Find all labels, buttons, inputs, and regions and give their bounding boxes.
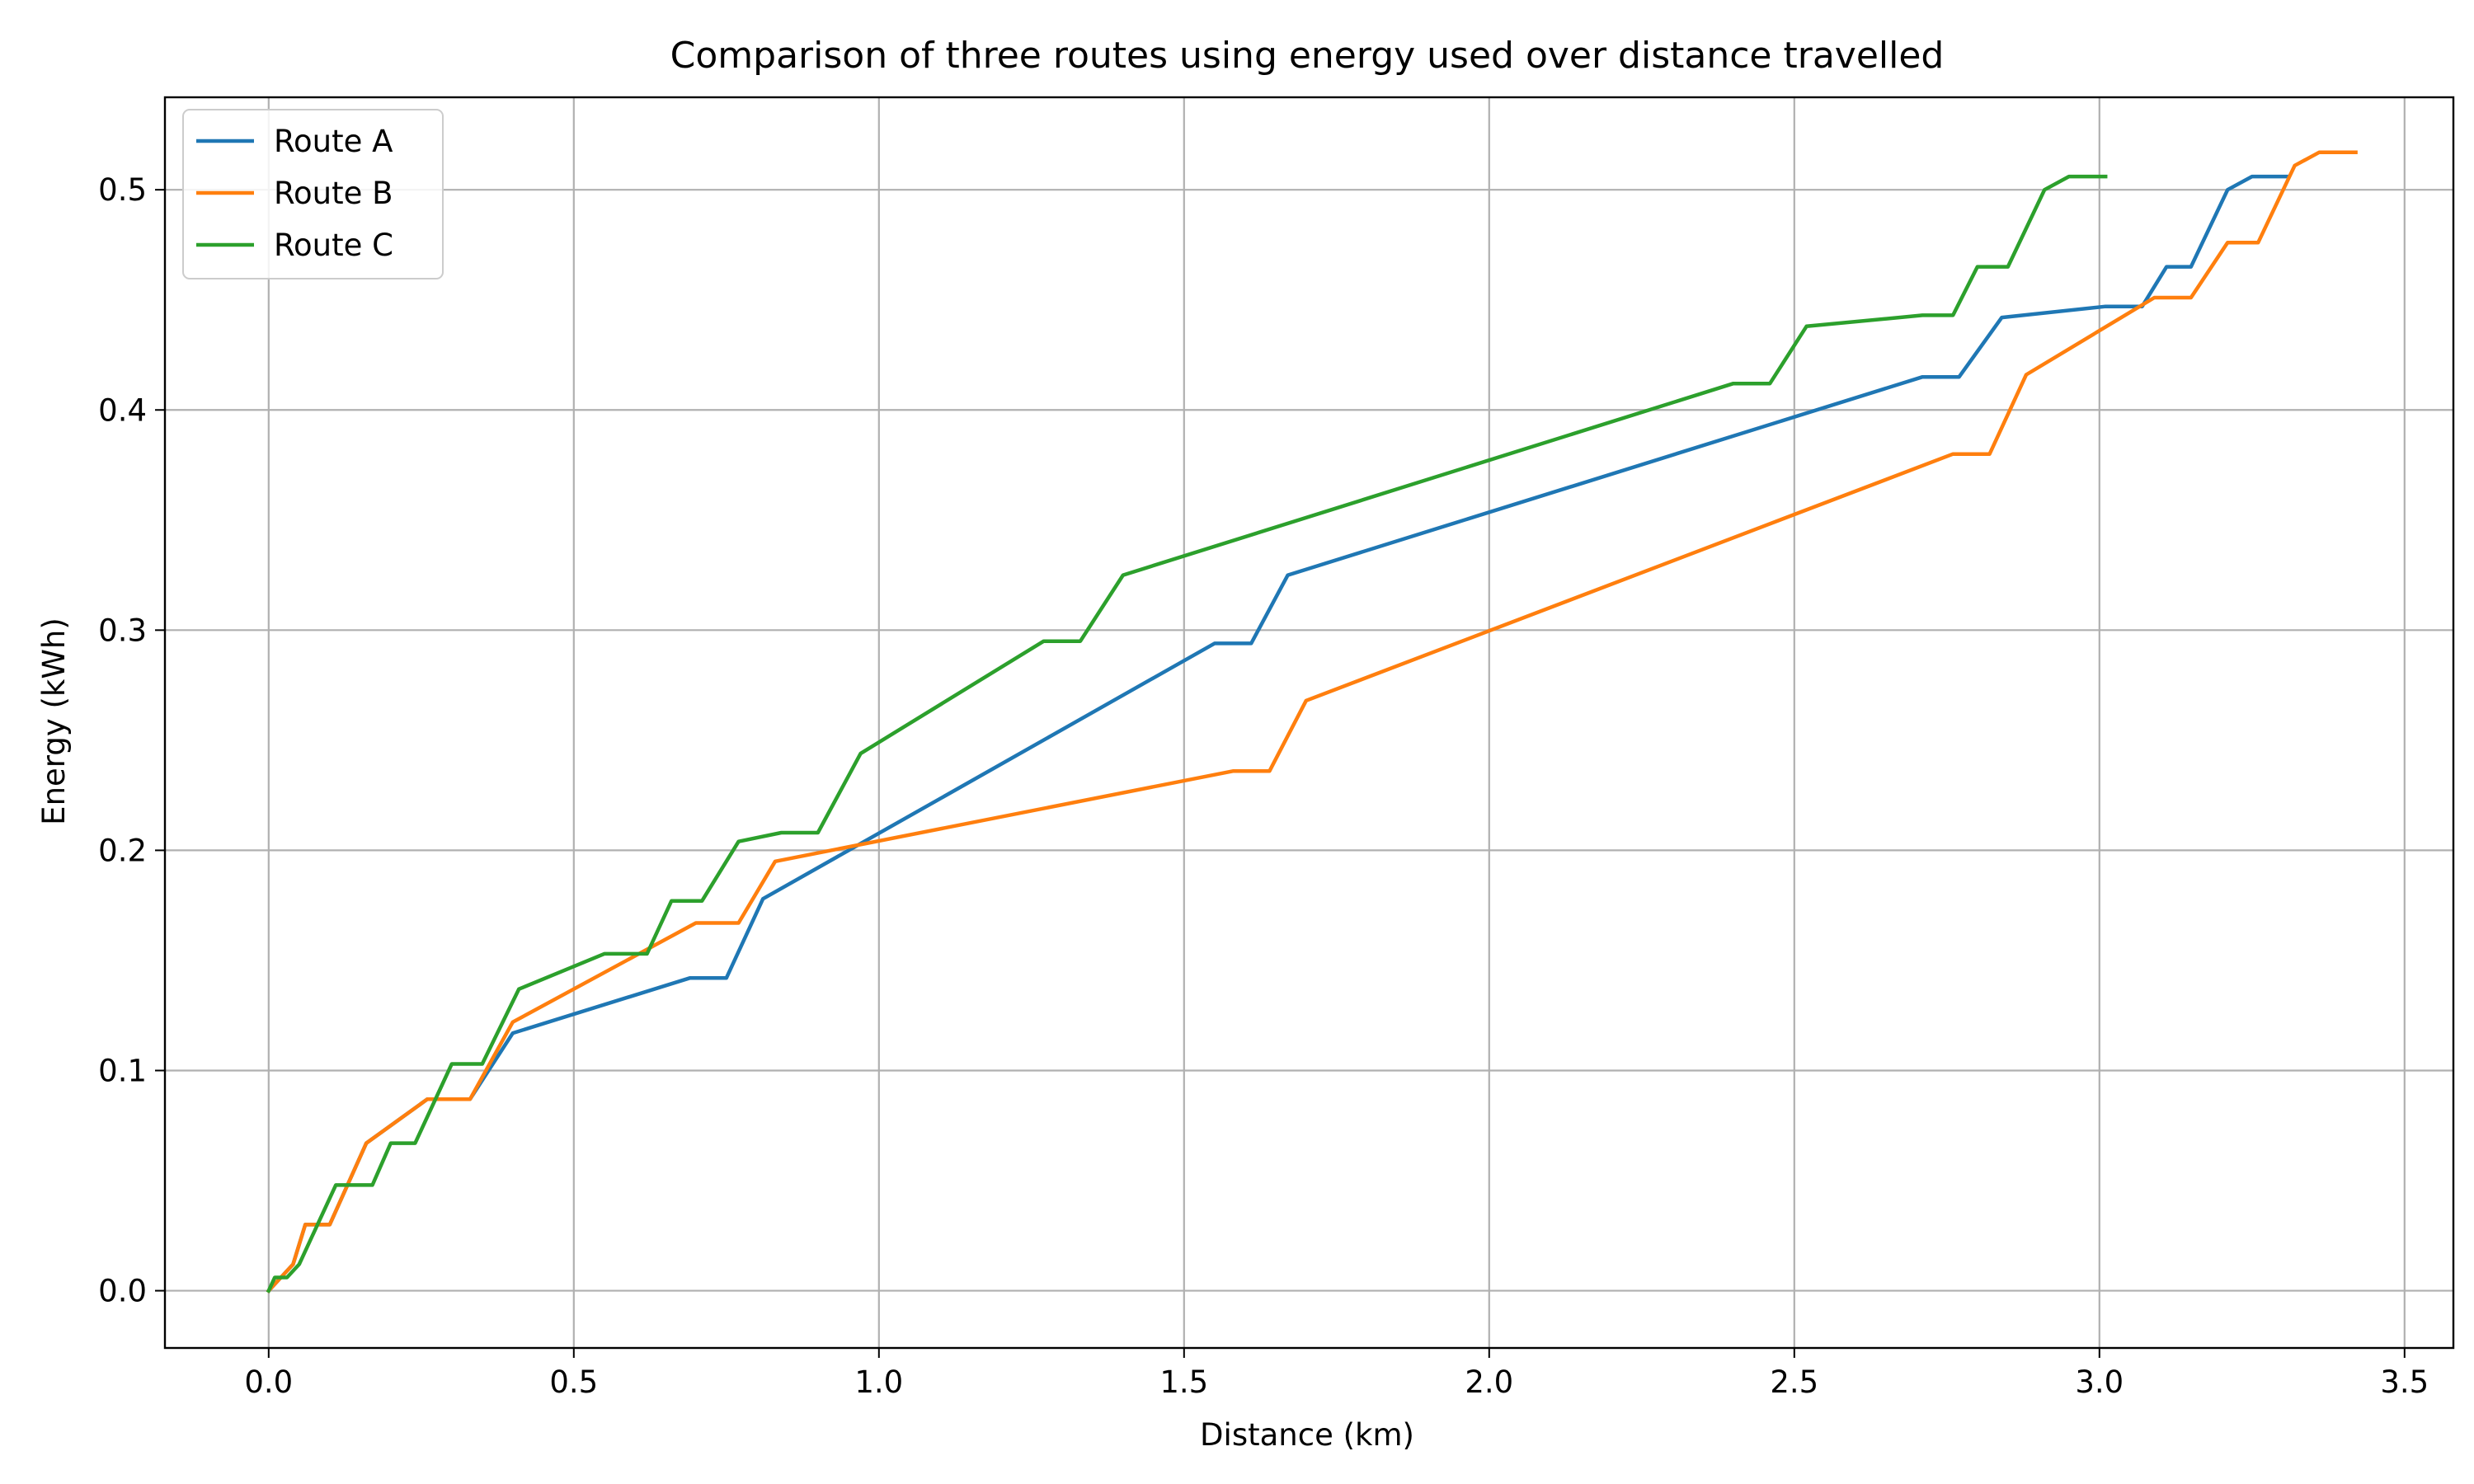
series-lines: [266, 150, 2358, 1294]
x-tick-label: 1.5: [1159, 1364, 1208, 1400]
y-tick-label: 0.0: [98, 1274, 147, 1309]
chart-title: Comparison of three routes using energy …: [670, 35, 1945, 77]
tick-labels: 0.0 0.5 1.0 1.5 2.0 2.5 3.0 3.5 0.0 0.1 0.2 0.3 0.4 0…: [98, 172, 2429, 1400]
legend: Route A Route B Route C: [182, 109, 444, 279]
grid: [165, 97, 2453, 1348]
x-tick-label: 0.5: [549, 1364, 598, 1400]
x-tick-label: 3.5: [2380, 1364, 2429, 1400]
series-line-route-b: [266, 150, 2358, 1294]
x-axis-label: Distance (km): [1200, 1417, 1414, 1453]
plot-frame: [163, 96, 2455, 1350]
x-tick-label: 2.5: [1770, 1364, 1818, 1400]
legend-entry: Route C: [274, 228, 393, 263]
legend-entry: Route A: [274, 124, 393, 159]
series-line-route-c: [266, 174, 2108, 1294]
x-tick-label: 0.0: [244, 1364, 293, 1400]
y-tick-label: 0.5: [98, 172, 147, 208]
y-tick-label: 0.4: [98, 392, 147, 428]
axes: [155, 96, 2455, 1358]
legend-entry: Route B: [274, 176, 393, 211]
x-tick-label: 1.0: [854, 1364, 903, 1400]
x-tick-label: 3.0: [2075, 1364, 2124, 1400]
y-tick-label: 0.1: [98, 1053, 147, 1088]
y-axis-label: Energy (kWh): [36, 618, 72, 825]
y-tick-label: 0.3: [98, 613, 147, 648]
legend-box: [182, 109, 444, 279]
x-tick-label: 2.0: [1465, 1364, 1513, 1400]
y-tick-label: 0.2: [98, 833, 147, 868]
